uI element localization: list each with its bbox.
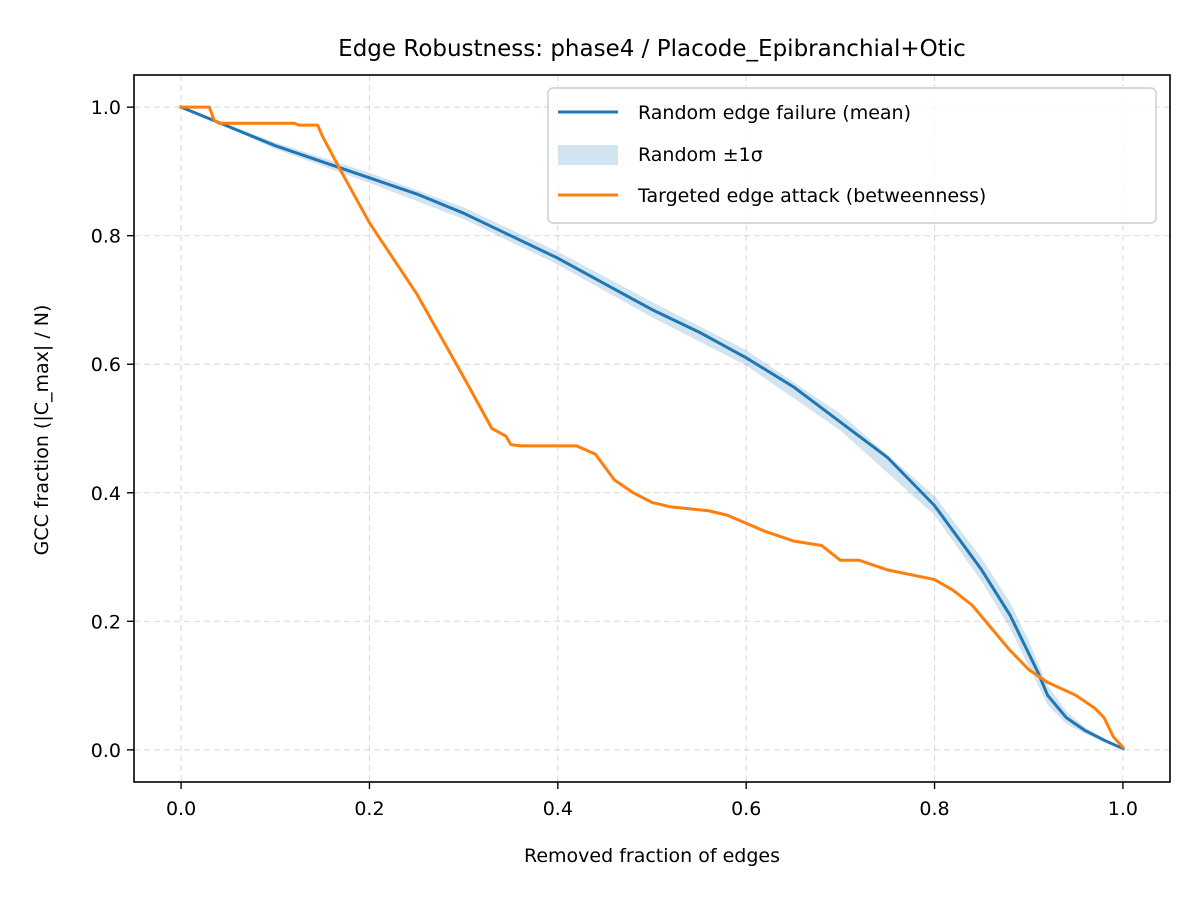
plot-area-frame xyxy=(133,74,1171,783)
line-layer xyxy=(179,105,1126,751)
x-tick-label: 0.0 xyxy=(166,798,196,820)
y-tick-label: 0.2 xyxy=(91,611,121,633)
legend: Random edge failure (mean) Random ±1σ Ta… xyxy=(547,87,1157,224)
legend-label-random-band: Random ±1σ xyxy=(638,144,763,166)
legend-swatch-random-band xyxy=(558,145,618,165)
legend-label-random-mean: Random edge failure (mean) xyxy=(638,102,911,124)
x-tick-label: 0.6 xyxy=(731,798,761,820)
random-mean-line xyxy=(179,105,1125,751)
chart-title: Edge Robustness: phase4 / Placode_Epibra… xyxy=(338,36,966,62)
y-tick-label: 0.8 xyxy=(91,226,121,248)
ticks: 0.0 0.2 0.4 0.6 0.8 1.0 0.0 0.2 0.4 0.6 0.8 1.0 xyxy=(91,97,1138,820)
y-tick-label: 0.6 xyxy=(91,354,121,376)
x-tick-label: 0.2 xyxy=(354,798,384,820)
y-tick-label: 0.4 xyxy=(91,483,121,505)
targeted-attack-line xyxy=(179,105,1126,750)
x-tick-label: 0.8 xyxy=(919,798,949,820)
legend-frame xyxy=(547,87,1157,224)
x-tick-label: 1.0 xyxy=(1108,798,1138,820)
y-axis-label: GCC fraction (|C_max| / N) xyxy=(31,305,53,556)
x-axis-label: Removed fraction of edges xyxy=(524,845,780,867)
x-tick-label: 0.4 xyxy=(543,798,573,820)
legend-label-targeted: Targeted edge attack (betweenness) xyxy=(637,185,986,207)
y-tick-label: 1.0 xyxy=(91,97,121,119)
y-tick-label: 0.0 xyxy=(91,740,121,762)
